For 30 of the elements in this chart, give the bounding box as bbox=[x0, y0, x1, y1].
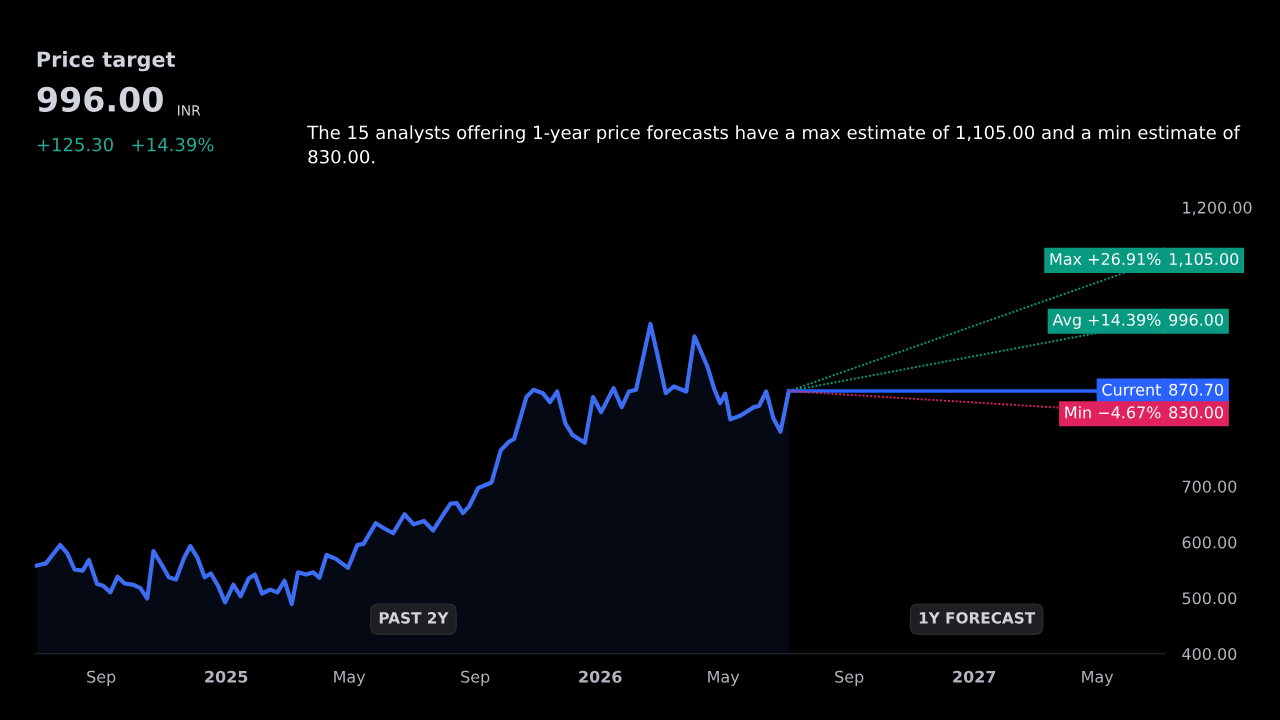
x-tick-label: Sep bbox=[461, 670, 490, 686]
text: 996.00 bbox=[37, 86, 163, 112]
legend-label: Min −4.67% bbox=[1065, 406, 1161, 419]
series-label: Max +26.91% bbox=[1050, 252, 1161, 265]
data-label: 870.70 bbox=[1169, 383, 1224, 396]
legend-label: Current bbox=[1102, 383, 1162, 396]
y-tick-label: 700.00 bbox=[1182, 480, 1237, 493]
data-label: 996.00 bbox=[1169, 313, 1224, 326]
y-tick-label: 600.00 bbox=[1182, 536, 1237, 549]
data-label: 830.00 bbox=[1169, 406, 1224, 419]
y-tick-label: 400.00 bbox=[1182, 647, 1237, 661]
text: The 15 analysts offering 1-year price forecasts have a max estimate of 1,105.00 and a min estimate of 830.00. bbox=[307, 125, 1241, 164]
x-tick-label: May bbox=[708, 670, 740, 686]
x-tick-label: Sep bbox=[87, 670, 116, 686]
data-label: 1,105.00 bbox=[1169, 252, 1239, 267]
legend-label: Avg +14.39% bbox=[1052, 313, 1161, 329]
y-tick-label: 500.00 bbox=[1182, 592, 1237, 605]
text: INR bbox=[178, 105, 201, 116]
y-tick-label: 1,200.00 bbox=[1183, 201, 1252, 216]
x-tick-label: 2025 bbox=[205, 670, 248, 683]
annotation: 1Y FORECAST bbox=[919, 612, 1036, 624]
text: +14.39% bbox=[132, 137, 214, 152]
x-tick-label: 2027 bbox=[953, 670, 996, 683]
x-tick-label: 2026 bbox=[579, 670, 622, 683]
annotation: PAST 2Y bbox=[379, 612, 449, 624]
text: +125.30 bbox=[37, 137, 113, 152]
x-tick-label: May bbox=[1082, 670, 1114, 686]
x-tick-label: Sep bbox=[835, 670, 864, 686]
chart-title: Price target bbox=[37, 51, 176, 72]
x-tick-label: May bbox=[334, 670, 366, 686]
